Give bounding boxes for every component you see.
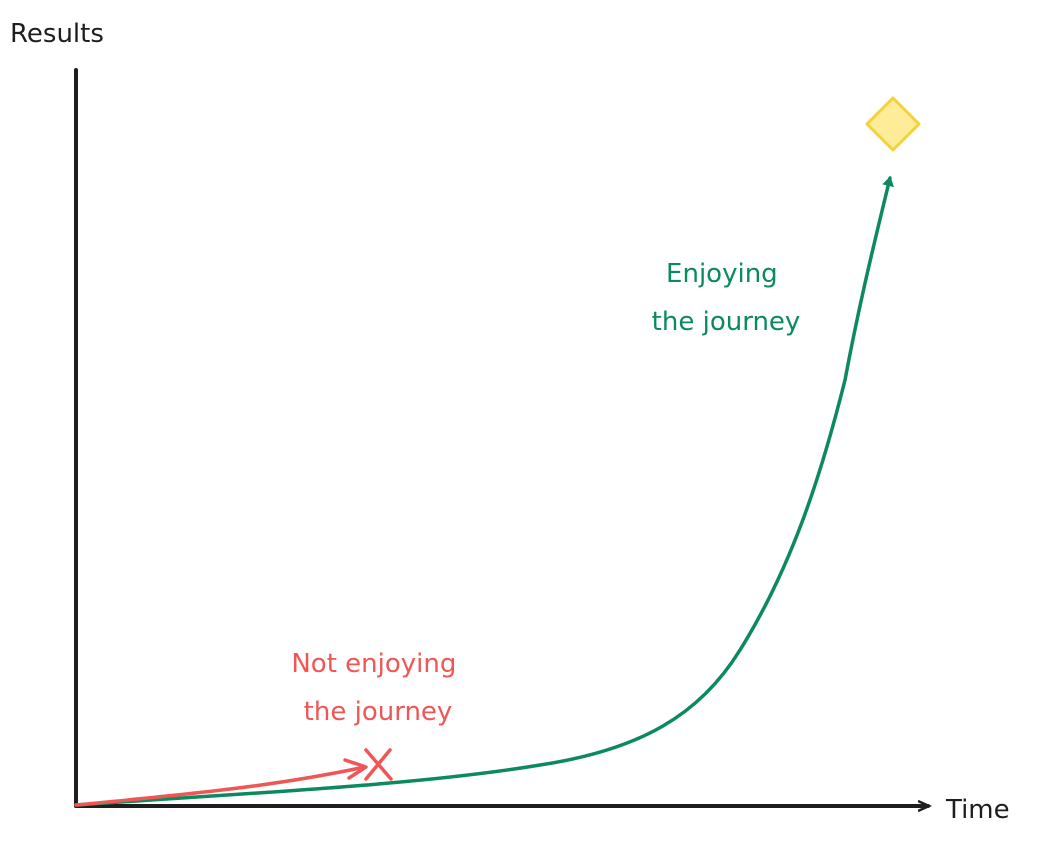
annotation-line: Enjoying — [666, 259, 778, 289]
goal-diamond — [865, 96, 921, 152]
quit-arrowhead — [343, 758, 368, 780]
y-axis-label: Results — [10, 19, 104, 49]
quit-cross — [364, 748, 393, 781]
growth-curve — [74, 176, 894, 807]
annotation-line: the journey — [304, 697, 453, 727]
annotation-line: Not enjoying — [291, 649, 456, 679]
quit-arrow — [74, 766, 362, 807]
x-axis-label: Time — [945, 795, 1010, 825]
enjoying-label: Enjoying the journey — [652, 259, 801, 337]
annotation-line: the journey — [652, 307, 801, 337]
not-enjoying-label: Not enjoying the journey — [291, 649, 464, 727]
